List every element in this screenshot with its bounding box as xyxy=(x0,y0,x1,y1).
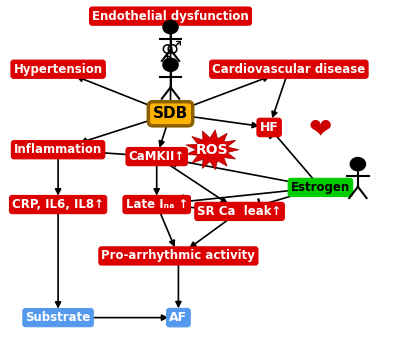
Polygon shape xyxy=(186,130,239,170)
Text: SDB: SDB xyxy=(153,106,188,121)
Text: Late Iₙₐ ↑: Late Iₙₐ ↑ xyxy=(126,198,188,211)
Text: Endothelial dysfunction: Endothelial dysfunction xyxy=(92,10,249,23)
Text: Pro-arrhythmic activity: Pro-arrhythmic activity xyxy=(102,249,255,262)
Text: CRP, IL6, IL8↑: CRP, IL6, IL8↑ xyxy=(12,198,104,211)
Text: ❤: ❤ xyxy=(309,115,332,143)
Text: ROS: ROS xyxy=(196,143,228,157)
Text: Substrate: Substrate xyxy=(26,311,91,324)
Text: Inflammation: Inflammation xyxy=(14,143,102,156)
Text: AF: AF xyxy=(169,311,188,324)
Text: HF: HF xyxy=(260,121,278,134)
Circle shape xyxy=(163,58,178,71)
Text: SR Ca  leak↑: SR Ca leak↑ xyxy=(197,205,282,218)
Text: ⚤: ⚤ xyxy=(160,41,181,60)
Text: Hypertension: Hypertension xyxy=(14,63,103,76)
Circle shape xyxy=(163,21,178,34)
Text: Estrogen: Estrogen xyxy=(291,181,350,194)
Circle shape xyxy=(350,158,366,171)
Text: CaMKII↑: CaMKII↑ xyxy=(128,150,185,163)
Text: Cardiovascular disease: Cardiovascular disease xyxy=(212,63,366,76)
